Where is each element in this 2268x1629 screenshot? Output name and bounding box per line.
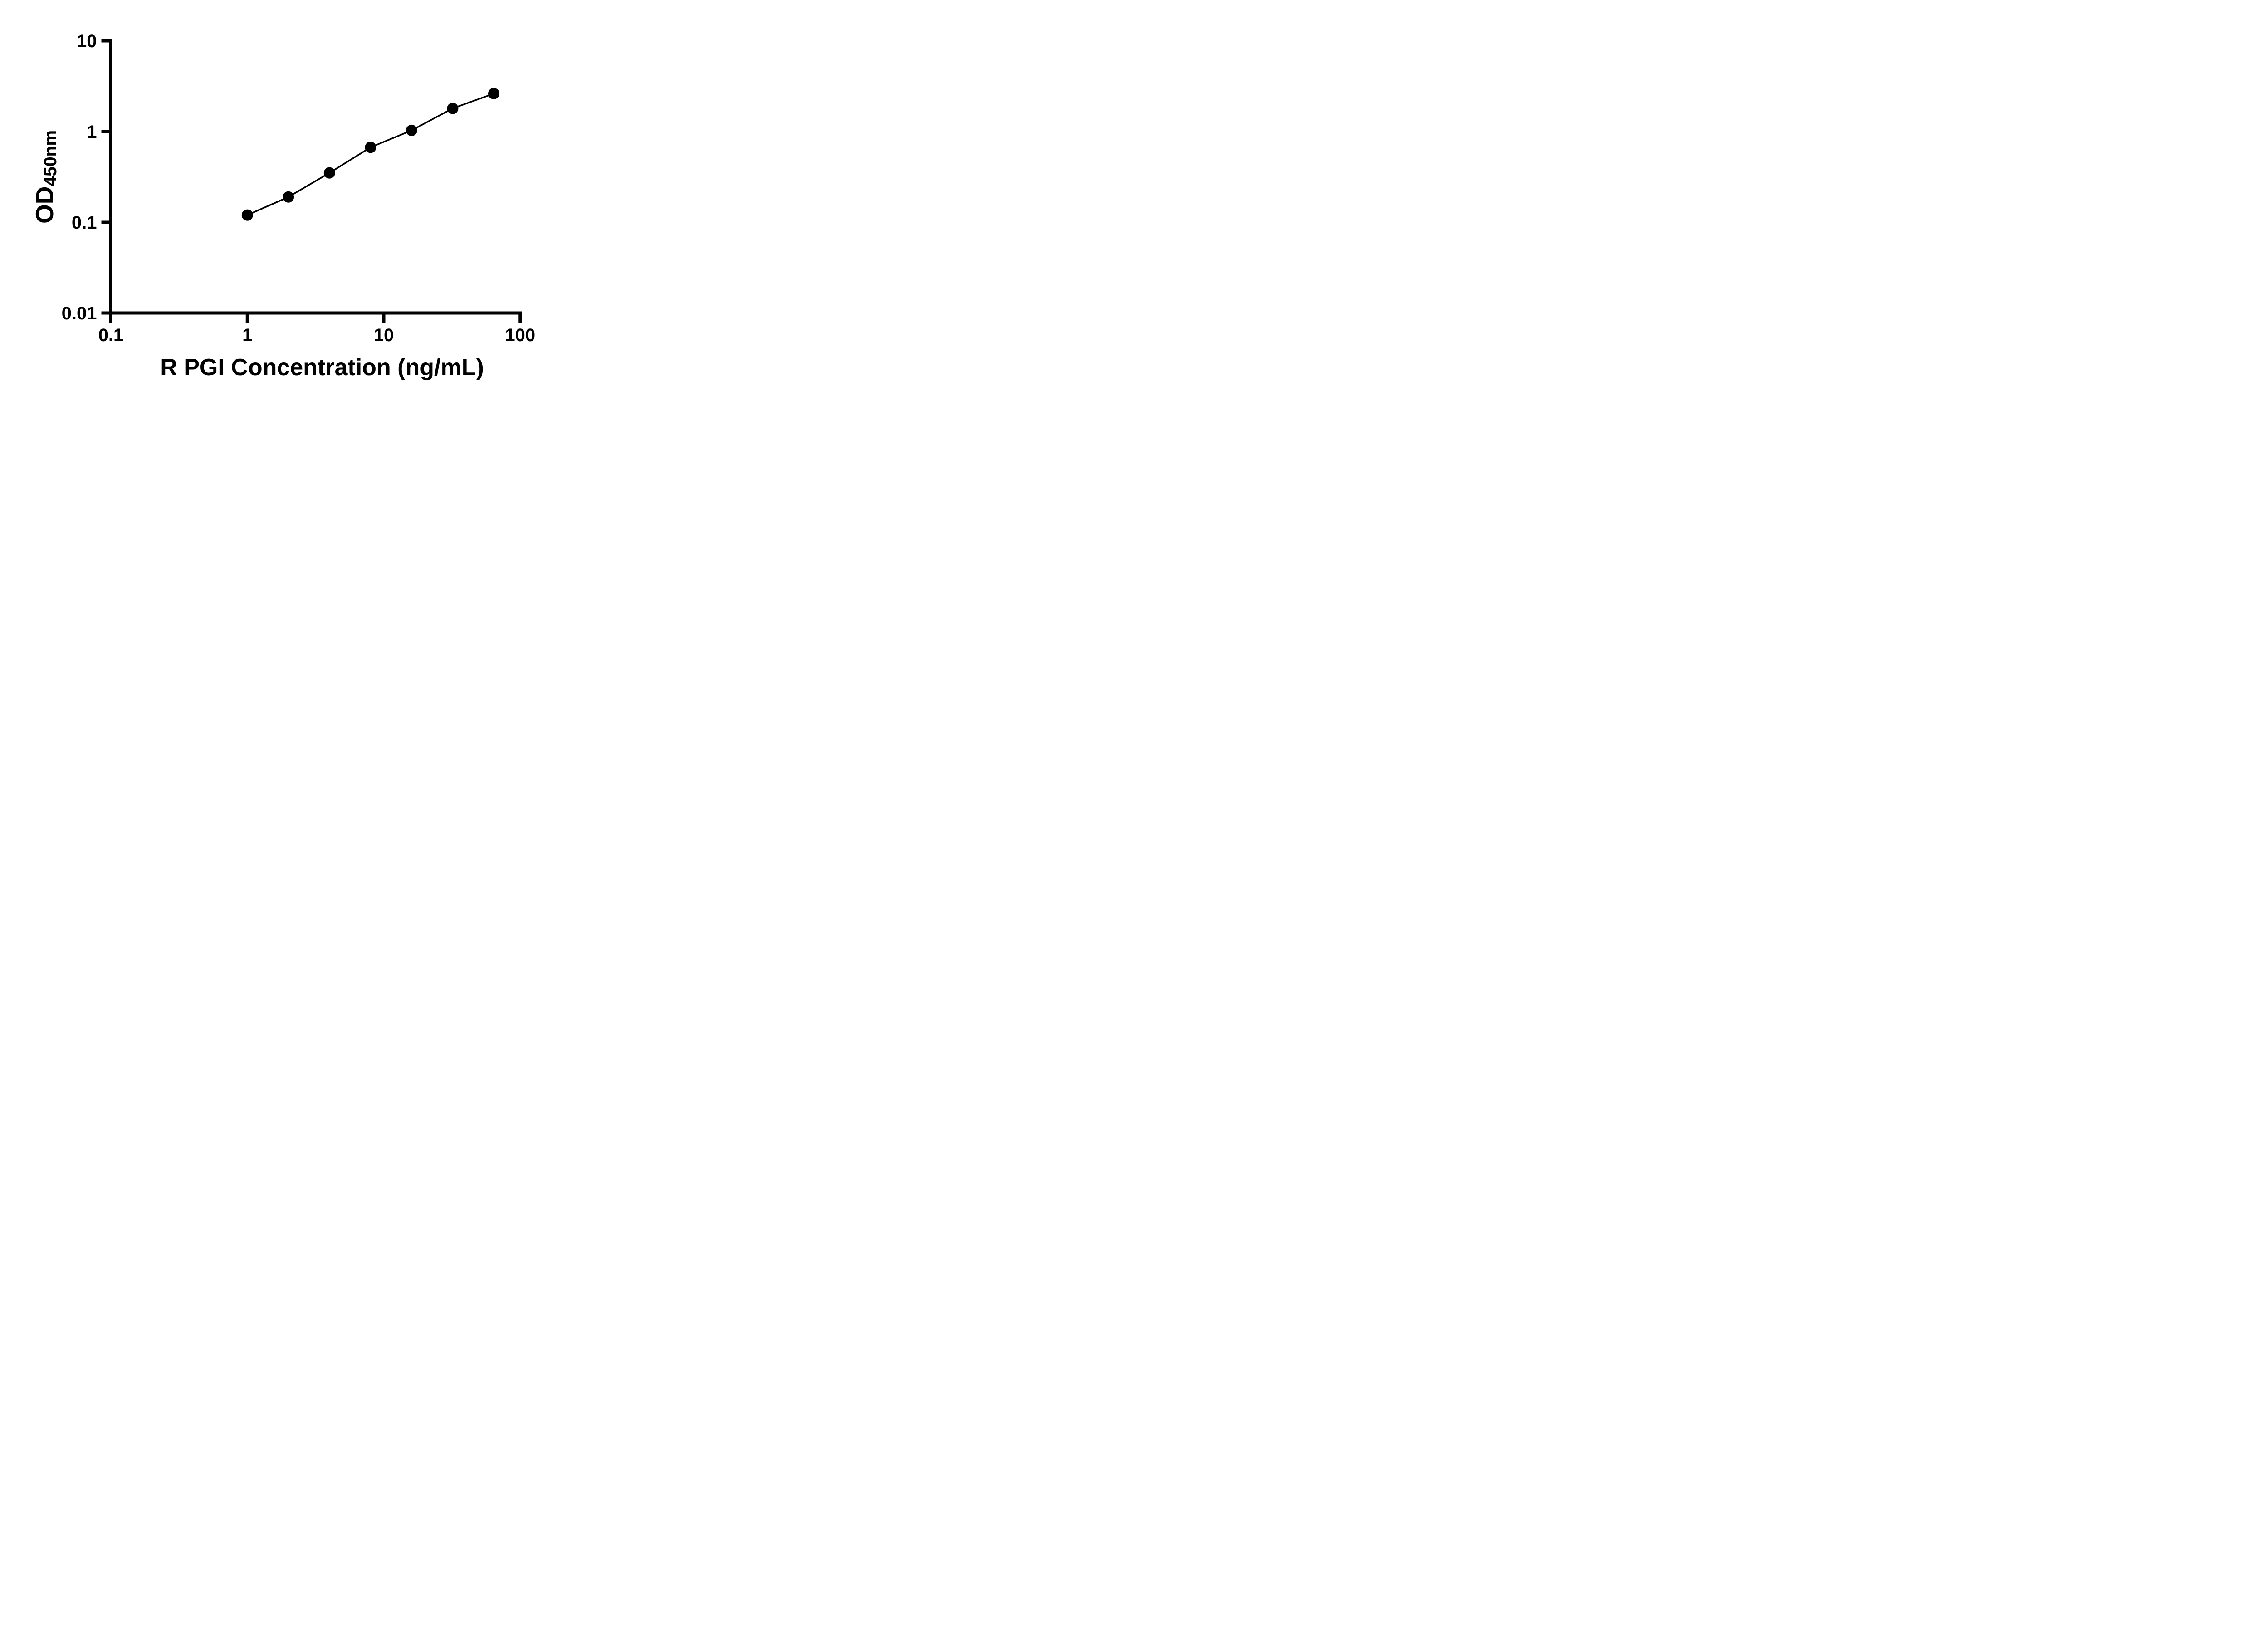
data-point-4ng [323, 167, 335, 179]
data-point-64ng [488, 88, 499, 99]
elisa-standard-curve-figure: 0.01 0.1 1 10 0.1 1 10 100 OD450nm R PGI Concen… [0, 0, 583, 407]
x-tick-label-1: 1 [242, 325, 252, 345]
data-point-16ng [406, 124, 417, 136]
x-tick-label-100: 100 [505, 325, 535, 345]
data-point-8ng [365, 142, 376, 153]
data-point-2ng [283, 191, 294, 203]
y-tick-label-1: 1 [87, 122, 97, 142]
y-tick-label-0.1: 0.1 [72, 213, 97, 233]
data-point-1ng [241, 209, 253, 221]
x-axis-title: R PGI Concentration (ng/mL) [160, 354, 484, 381]
y-axis-title: OD450nm [30, 130, 61, 224]
y-tick-label-0.01: 0.01 [62, 303, 97, 323]
x-tick-label-0.1: 0.1 [98, 325, 124, 345]
y-axis-title-main: OD [30, 186, 59, 224]
y-axis-title-subscript: 450nm [41, 130, 61, 186]
y-tick-label-10: 10 [77, 31, 97, 51]
x-tick-label-10: 10 [374, 325, 394, 345]
data-point-32ng [447, 103, 459, 114]
